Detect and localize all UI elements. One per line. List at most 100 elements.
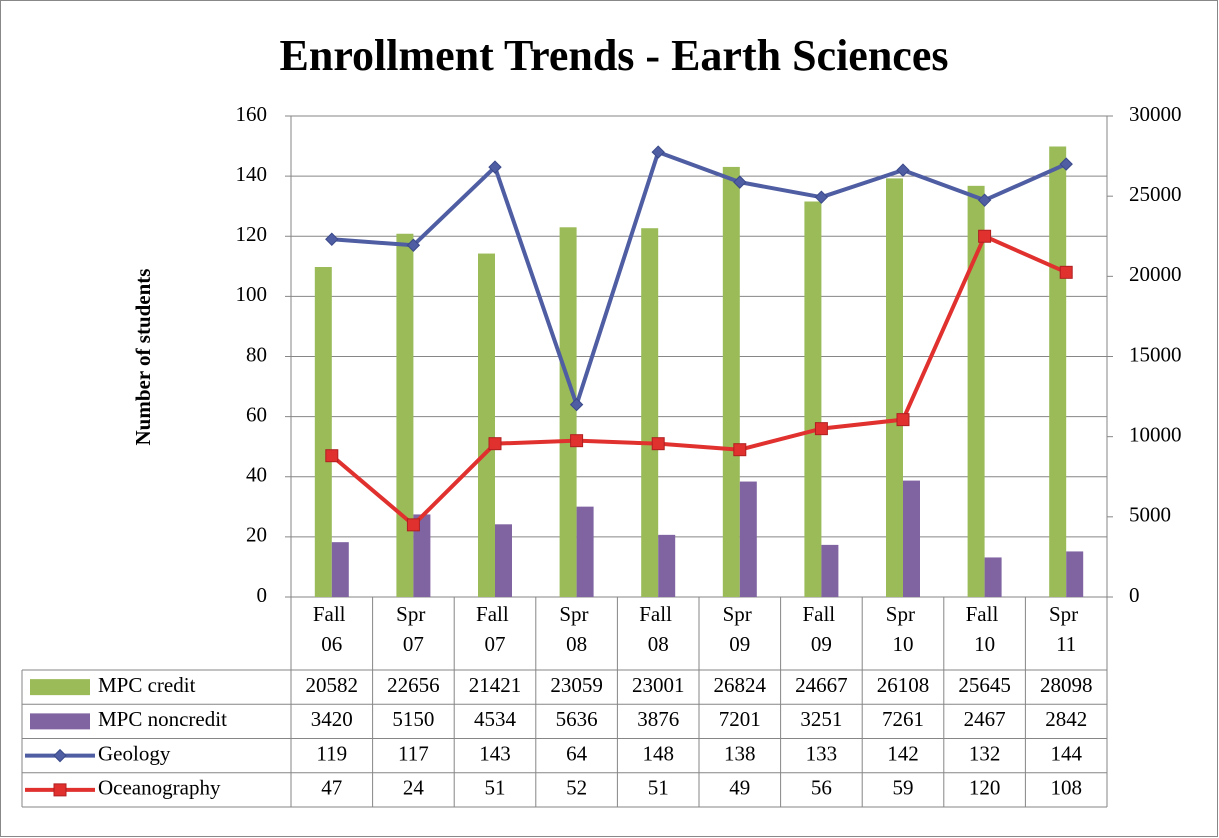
table-value: 26108 [877, 673, 930, 697]
line-marker [651, 145, 665, 159]
table-value: 7261 [882, 707, 924, 731]
line-marker [978, 229, 992, 243]
line-marker [733, 175, 747, 189]
table-value: 47 [321, 776, 342, 800]
x-tick-label: Spr 07 [396, 602, 430, 656]
table-value: 23001 [632, 673, 685, 697]
line-marker [570, 434, 584, 448]
table-value: 148 [642, 741, 674, 765]
line [331, 150, 1068, 407]
table-value: 21421 [469, 673, 522, 697]
table-value: 2467 [964, 707, 1006, 731]
legend-swatch [30, 679, 90, 696]
table-value: 119 [316, 741, 347, 765]
table-value: 49 [729, 776, 750, 800]
table-value: 20582 [306, 673, 359, 697]
table-value: 23059 [550, 673, 603, 697]
x-tick-label: Fall 08 [639, 602, 677, 656]
bar [413, 514, 431, 597]
bar [984, 557, 1002, 597]
y-tick-label: 60 [246, 402, 267, 426]
y2-tick-label: 15000 [1129, 342, 1182, 366]
bar [804, 201, 822, 597]
line-marker [651, 437, 665, 451]
table-value: 64 [566, 741, 588, 765]
bar [903, 480, 920, 597]
table-value: 3420 [311, 707, 353, 731]
table-value: 138 [724, 741, 756, 765]
x-tick-label: Fall 09 [802, 602, 840, 656]
line-marker [406, 518, 420, 532]
y-tick-label: 120 [236, 222, 268, 246]
x-tick-label: Spr 11 [1049, 602, 1083, 656]
bar [1066, 551, 1084, 597]
x-tick-label: Spr 09 [723, 602, 757, 656]
table-value: 142 [887, 741, 919, 765]
y-tick-label: 160 [236, 102, 268, 126]
table-value: 51 [648, 776, 669, 800]
y-axis-label: Number of students [131, 269, 155, 446]
legend-label: Geology [98, 741, 171, 765]
line-marker [814, 190, 829, 204]
bar [641, 228, 659, 598]
y2-tick-label: 25000 [1129, 182, 1182, 206]
y2-tick-label: 10000 [1129, 422, 1182, 446]
x-tick-label: Spr 08 [559, 602, 593, 656]
y2-tick-label: 5000 [1129, 503, 1171, 527]
y2-tick-label: 0 [1129, 583, 1140, 607]
y2-tick-label: 20000 [1129, 262, 1182, 286]
y-tick-label: 100 [236, 282, 268, 306]
y-tick-label: 40 [246, 463, 267, 487]
x-tick-label: Fall 06 [313, 602, 351, 656]
line-marker [896, 413, 910, 427]
legend-label: MPC noncredit [98, 707, 227, 731]
bar [576, 506, 594, 597]
table-value: 24 [403, 776, 425, 800]
x-tick-label: Fall 10 [966, 602, 1004, 656]
line-marker [325, 449, 339, 463]
table-value: 4534 [474, 707, 517, 731]
line-marker [569, 397, 584, 412]
y2-tick-label: 30000 [1129, 102, 1182, 126]
table-value: 22656 [387, 673, 440, 697]
line-marker [1059, 157, 1073, 171]
table-value: 24667 [795, 673, 848, 697]
bar [314, 267, 332, 597]
line-marker [406, 238, 421, 252]
table-value: 56 [811, 776, 832, 800]
line-marker [814, 422, 828, 436]
table-value: 144 [1050, 741, 1082, 765]
bar [495, 524, 512, 597]
bar [658, 534, 676, 597]
bar [331, 542, 349, 597]
table-value: 25645 [958, 673, 1011, 697]
y-tick-label: 80 [246, 342, 267, 366]
bar [821, 544, 839, 597]
line-marker [488, 160, 502, 174]
bar [396, 233, 414, 598]
chart-title: Enrollment Trends - Earth Sciences [280, 31, 949, 80]
table-value: 3251 [800, 707, 842, 731]
bar [967, 185, 985, 597]
line [330, 234, 1068, 527]
table-value: 59 [893, 776, 914, 800]
legend-label: Oceanography [98, 776, 221, 800]
table-value: 143 [479, 741, 511, 765]
table-value: 5636 [556, 707, 598, 731]
table-value: 120 [969, 776, 1001, 800]
bar [722, 166, 740, 597]
line-marker [896, 163, 910, 177]
table-value: 7201 [719, 707, 761, 731]
line-marker [733, 443, 747, 457]
table-value: 51 [485, 776, 506, 800]
line-marker [488, 437, 502, 451]
y-tick-label: 20 [246, 523, 267, 547]
line-marker [1059, 265, 1073, 279]
legend-label: MPC credit [98, 673, 196, 697]
line-marker [325, 232, 339, 246]
bar [559, 227, 577, 598]
table-value: 5150 [392, 707, 434, 731]
table-value: 108 [1050, 776, 1082, 800]
y-tick-label: 0 [257, 583, 268, 607]
line-marker [977, 193, 992, 207]
